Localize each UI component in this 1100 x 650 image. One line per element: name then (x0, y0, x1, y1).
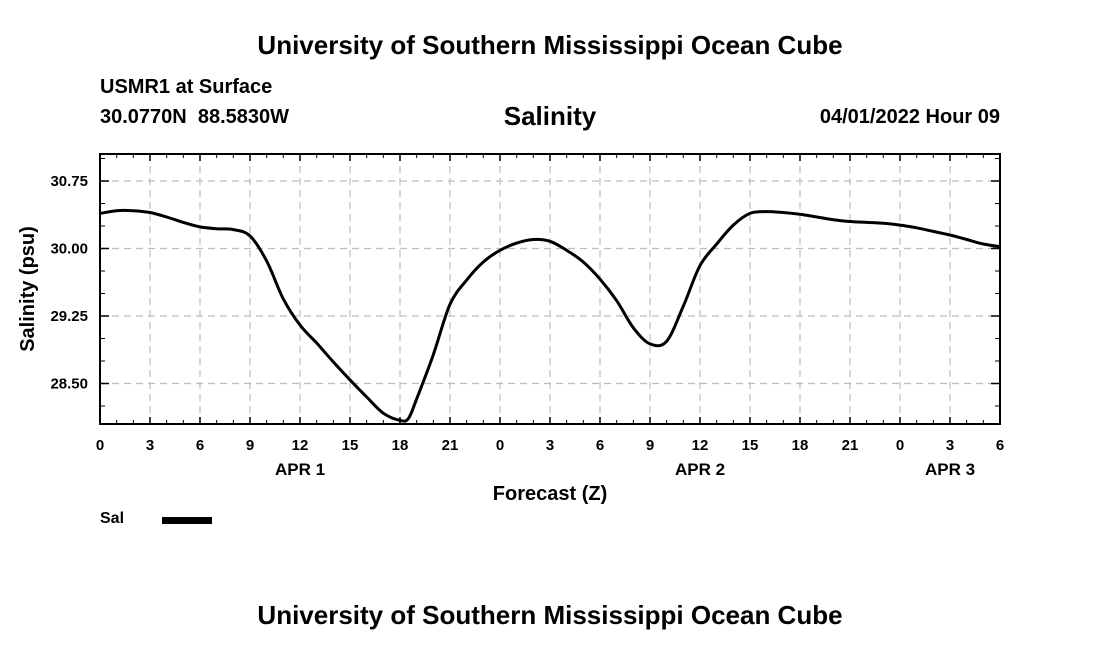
y-tick-label: 30.00 (50, 241, 88, 258)
x-tick-label: 12 (292, 437, 309, 454)
y-tick-label: 29.25 (50, 308, 88, 325)
x-tick-label: 18 (392, 437, 409, 454)
x-tick-label: 0 (96, 437, 104, 454)
x-tick-label: 3 (946, 437, 954, 454)
date-label: APR 1 (275, 460, 325, 479)
legend-label: Sal (100, 510, 125, 527)
x-tick-label: 0 (496, 437, 504, 454)
x-tick-label: 15 (342, 437, 359, 454)
x-tick-label: 15 (742, 437, 759, 454)
series-layer (99, 208, 1001, 423)
x-tick-label: 9 (246, 437, 254, 454)
axis-labels: 0 3 6 9 12 15 18 21 0 3 6 9 12 15 18 21 0 3 6 APR 1 APR 2 APR… (50, 173, 1004, 479)
station-coordinates: 30.0770N 88.5830W (100, 106, 290, 128)
y-axis-title: Salinity (psu) (17, 226, 39, 352)
x-tick-label: 6 (596, 437, 604, 454)
x-tick-label: 12 (692, 437, 709, 454)
station-label: USMR1 at Surface (100, 76, 273, 98)
date-label: APR 3 (925, 460, 975, 479)
series-line-sal (99, 208, 1001, 423)
x-tick-label: 3 (146, 437, 154, 454)
x-tick-label: 21 (842, 437, 859, 454)
x-tick-label: 21 (442, 437, 459, 454)
date-label: APR 2 (675, 460, 725, 479)
axis-ticks (99, 154, 1001, 424)
grid (100, 154, 1000, 424)
legend-swatch (162, 517, 212, 524)
y-tick-label: 28.50 (50, 376, 88, 393)
x-tick-label: 3 (546, 437, 554, 454)
y-tick-label: 30.75 (50, 173, 88, 190)
x-tick-label: 18 (792, 437, 809, 454)
footer-title: University of Southern Mississippi Ocean… (257, 600, 843, 630)
forecast-datetime: 04/01/2022 Hour 09 (819, 106, 1000, 128)
x-tick-label: 6 (996, 437, 1004, 454)
x-tick-label: 6 (196, 437, 204, 454)
page-title: University of Southern Mississippi Ocean… (257, 30, 843, 60)
x-tick-label: 9 (646, 437, 654, 454)
x-tick-label: 0 (896, 437, 904, 454)
chart-title: Salinity (503, 101, 597, 131)
x-axis-title: Forecast (Z) (493, 483, 607, 505)
